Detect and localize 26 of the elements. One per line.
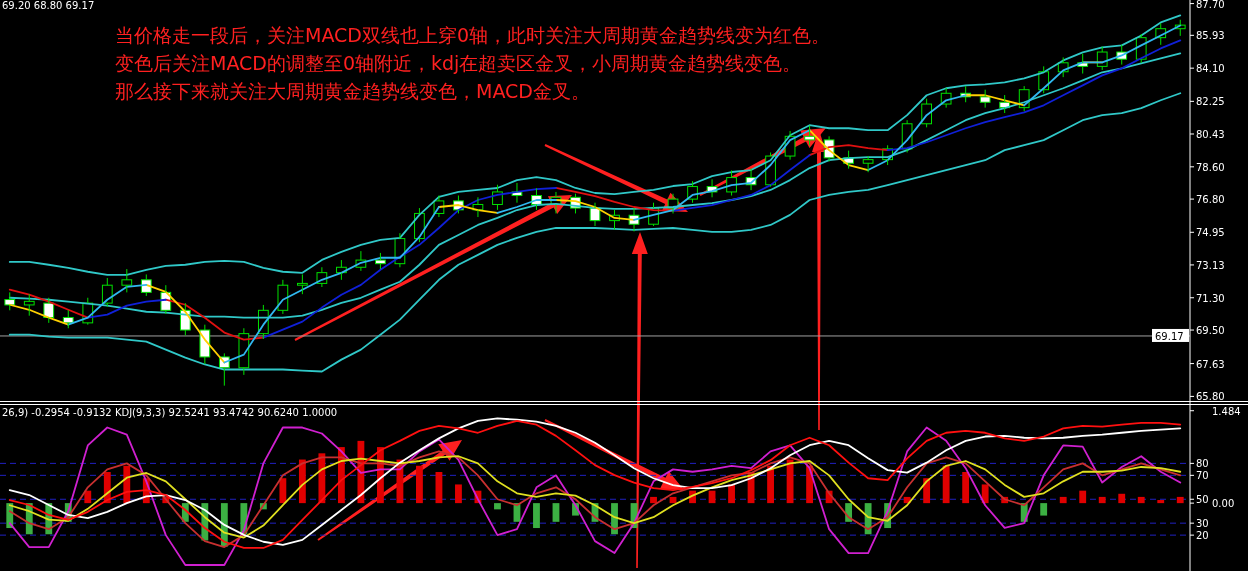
y-tick-label: 67.63 xyxy=(1196,358,1225,370)
y-tick-label: 65.80 xyxy=(1196,391,1225,403)
y-tick-label: 82.25 xyxy=(1196,96,1225,108)
y-tick-label: 78.60 xyxy=(1196,161,1225,173)
y2-tick-label: 1.484 xyxy=(1212,405,1241,417)
y-tick-label: 74.95 xyxy=(1196,227,1225,239)
y-tick-label: 80 xyxy=(1196,458,1209,470)
y-tick-label: 85.93 xyxy=(1196,30,1225,42)
y-tick-label: 70 xyxy=(1196,470,1209,482)
y-tick-label: 84.10 xyxy=(1196,63,1225,75)
annotation: 那么接下来就关注大周期黄金趋势线变色，MACD金叉。 xyxy=(115,80,590,102)
y-tick-label: 71.30 xyxy=(1196,292,1225,304)
annotation: 当价格走一段后，关注MACD双线也上穿0轴，此时关注大周期黄金趋势线变为红色。 xyxy=(115,24,831,46)
annotation: 69.20 68.80 69.17 xyxy=(2,0,95,11)
y-tick-label: 69.50 xyxy=(1196,325,1225,337)
y2-tick-label: 0.00 xyxy=(1212,498,1235,510)
y-tick-label: 20 xyxy=(1196,530,1209,542)
y-tick-label: 73.13 xyxy=(1196,259,1225,271)
y-tick-label: 87.70 xyxy=(1196,0,1225,10)
y-tick-label: 76.80 xyxy=(1196,194,1225,206)
y-tick-label: 80.43 xyxy=(1196,128,1225,140)
y-tick-label: 30 xyxy=(1196,518,1209,530)
y-tick-label: 50 xyxy=(1196,494,1209,506)
ref-line-label: 69.17 xyxy=(1155,330,1184,342)
annotation: 变色后关注MACD的调整至0轴附近，kdj在超卖区金叉，小周期黄金趋势线变色。 xyxy=(115,52,802,74)
annotation: 26,9) -0.2954 -0.9132 KDJ(9,3,3) 92.5241 93.4742 90.6240 1.0000 xyxy=(2,407,338,418)
